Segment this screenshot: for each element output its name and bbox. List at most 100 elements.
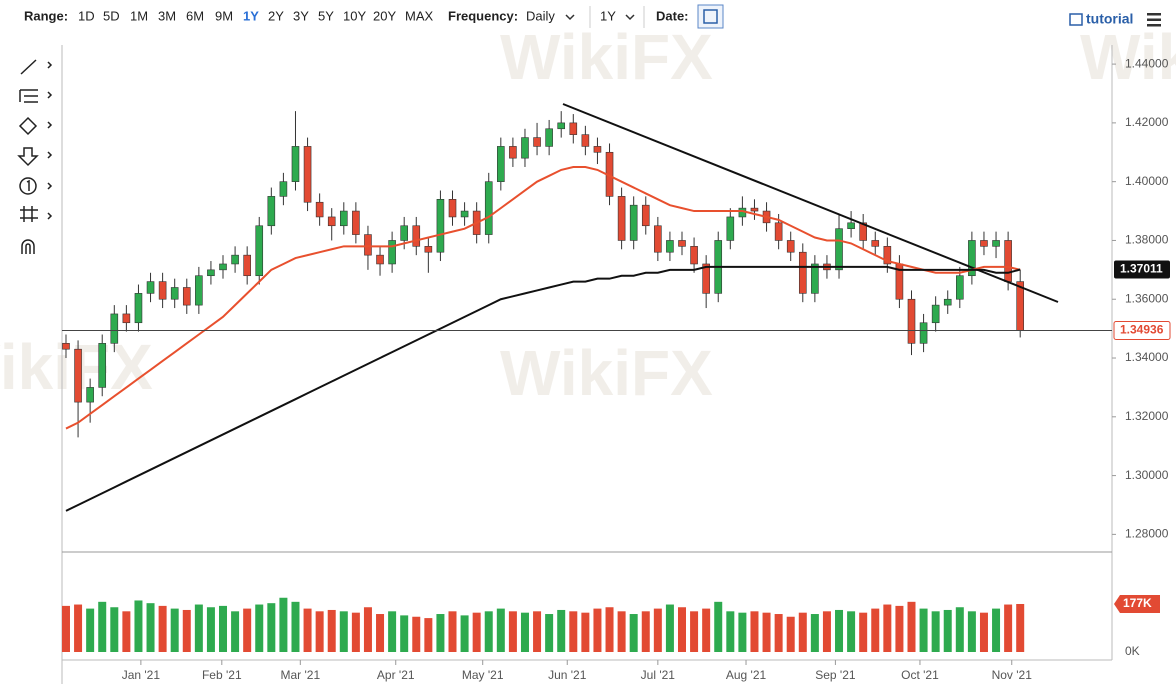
- drawing-tools: [17, 59, 53, 254]
- volume-bar: [206, 607, 215, 652]
- x-tick-label: May '21: [462, 668, 504, 682]
- volume-bar: [955, 607, 964, 652]
- volume-bar: [871, 608, 880, 652]
- candle-body: [400, 225, 408, 241]
- candle-body: [750, 207, 759, 212]
- menu-bar: [1147, 18, 1161, 21]
- y-tick-label: 1.36000: [1125, 291, 1169, 305]
- range-button[interactable]: MAX: [405, 8, 434, 23]
- measure-tool[interactable]: [20, 206, 53, 222]
- watermarks: WikiFX WikiFX WikiFX WikiFX: [0, 21, 1176, 409]
- x-tick-label: Aug '21: [726, 668, 767, 682]
- menu-bar: [1147, 13, 1161, 16]
- watermark: WikiFX: [500, 21, 713, 93]
- range-button[interactable]: 3M: [158, 8, 176, 23]
- candle-body: [581, 134, 590, 147]
- candle-body: [835, 228, 843, 271]
- candle-body: [956, 275, 964, 300]
- candle-body: [678, 240, 686, 247]
- candle-body: [243, 254, 251, 277]
- candle-body: [291, 146, 300, 182]
- volume-bar: [967, 611, 976, 652]
- volume-bar: [629, 614, 638, 652]
- range-button[interactable]: 5D: [103, 8, 120, 23]
- candle-body: [992, 240, 1000, 247]
- range-button[interactable]: 20Y: [373, 8, 396, 23]
- range-button[interactable]: 10Y: [343, 8, 366, 23]
- line-tool[interactable]: [20, 59, 53, 75]
- range-button[interactable]: 1Y: [243, 8, 259, 23]
- candle-body: [207, 269, 215, 277]
- x-tick-label: Apr '21: [377, 668, 415, 682]
- volume-bar: [835, 609, 844, 652]
- volume-bar: [1016, 603, 1025, 652]
- volume-bar: [798, 612, 807, 652]
- range-button[interactable]: 1M: [130, 8, 148, 23]
- candle-body: [448, 199, 457, 218]
- candle-body: [786, 240, 795, 253]
- calendar-button[interactable]: [697, 4, 724, 29]
- volume-bar: [557, 609, 566, 652]
- range-label: Range:: [24, 8, 68, 23]
- menu-button[interactable]: [1147, 13, 1161, 27]
- candle-body: [726, 216, 735, 241]
- watermark: WikiFX: [500, 337, 713, 409]
- range-button[interactable]: 6M: [186, 8, 204, 23]
- candle-body: [327, 216, 336, 227]
- candle-body: [798, 251, 807, 294]
- volume-bar: [786, 616, 795, 652]
- volume-bar: [110, 607, 119, 652]
- volume-bar: [182, 609, 191, 652]
- range-button[interactable]: 3Y: [293, 8, 309, 23]
- volume-bar: [460, 615, 469, 652]
- magnet-tool[interactable]: [21, 239, 35, 254]
- x-tick-label: Feb '21: [202, 668, 242, 682]
- y-tick-label: 1.28000: [1125, 527, 1169, 541]
- volume-bar: [520, 612, 529, 652]
- ma-value-box: [1114, 260, 1170, 279]
- volume-bar: [303, 608, 312, 652]
- candle-body: [339, 210, 348, 227]
- volume-bar: [86, 608, 95, 652]
- candle-body: [279, 181, 288, 197]
- shape-tool[interactable]: [18, 116, 53, 136]
- candle-body: [968, 240, 976, 277]
- moving-average: [65, 165, 1021, 430]
- tutorial-link[interactable]: tutorial: [1086, 11, 1133, 27]
- candle-body: [412, 225, 421, 247]
- candle-body: [231, 254, 239, 265]
- frequency-select[interactable]: Daily: [526, 8, 555, 23]
- y-tick-label: 1.32000: [1125, 409, 1169, 423]
- watermark: WikiFX: [1080, 21, 1176, 93]
- volume-bar: [194, 604, 203, 652]
- candle-body: [436, 199, 445, 253]
- volume-bar: [448, 611, 457, 652]
- candle-body: [484, 181, 493, 235]
- volume-bar: [122, 611, 131, 652]
- annotation-tool[interactable]: [19, 177, 53, 195]
- moving-average: [65, 265, 1021, 512]
- volume-bar: [907, 601, 916, 652]
- y-tick-label: 1.38000: [1125, 233, 1169, 247]
- volume-bar: [363, 607, 372, 652]
- candle-body: [170, 287, 179, 300]
- period-select[interactable]: 1Y: [600, 8, 616, 23]
- candle-body: [352, 210, 360, 235]
- last-price-label: 1.34936: [1120, 323, 1164, 337]
- candle-body: [593, 146, 602, 153]
- range-button[interactable]: 5Y: [318, 8, 334, 23]
- candle-body: [74, 348, 82, 403]
- volume-bar: [653, 608, 662, 652]
- range-button[interactable]: 9M: [215, 8, 233, 23]
- range-button[interactable]: 1D: [78, 8, 95, 23]
- candle-body: [859, 222, 867, 241]
- fib-tool[interactable]: [19, 89, 53, 103]
- volume-bar: [279, 597, 288, 652]
- candle-body: [1004, 240, 1012, 282]
- range-button[interactable]: 2Y: [268, 8, 284, 23]
- calendar-icon: [703, 9, 718, 24]
- candle-body: [919, 322, 928, 344]
- arrow-tool[interactable]: [17, 147, 53, 167]
- candle-body: [460, 210, 469, 218]
- candle-body: [629, 204, 638, 241]
